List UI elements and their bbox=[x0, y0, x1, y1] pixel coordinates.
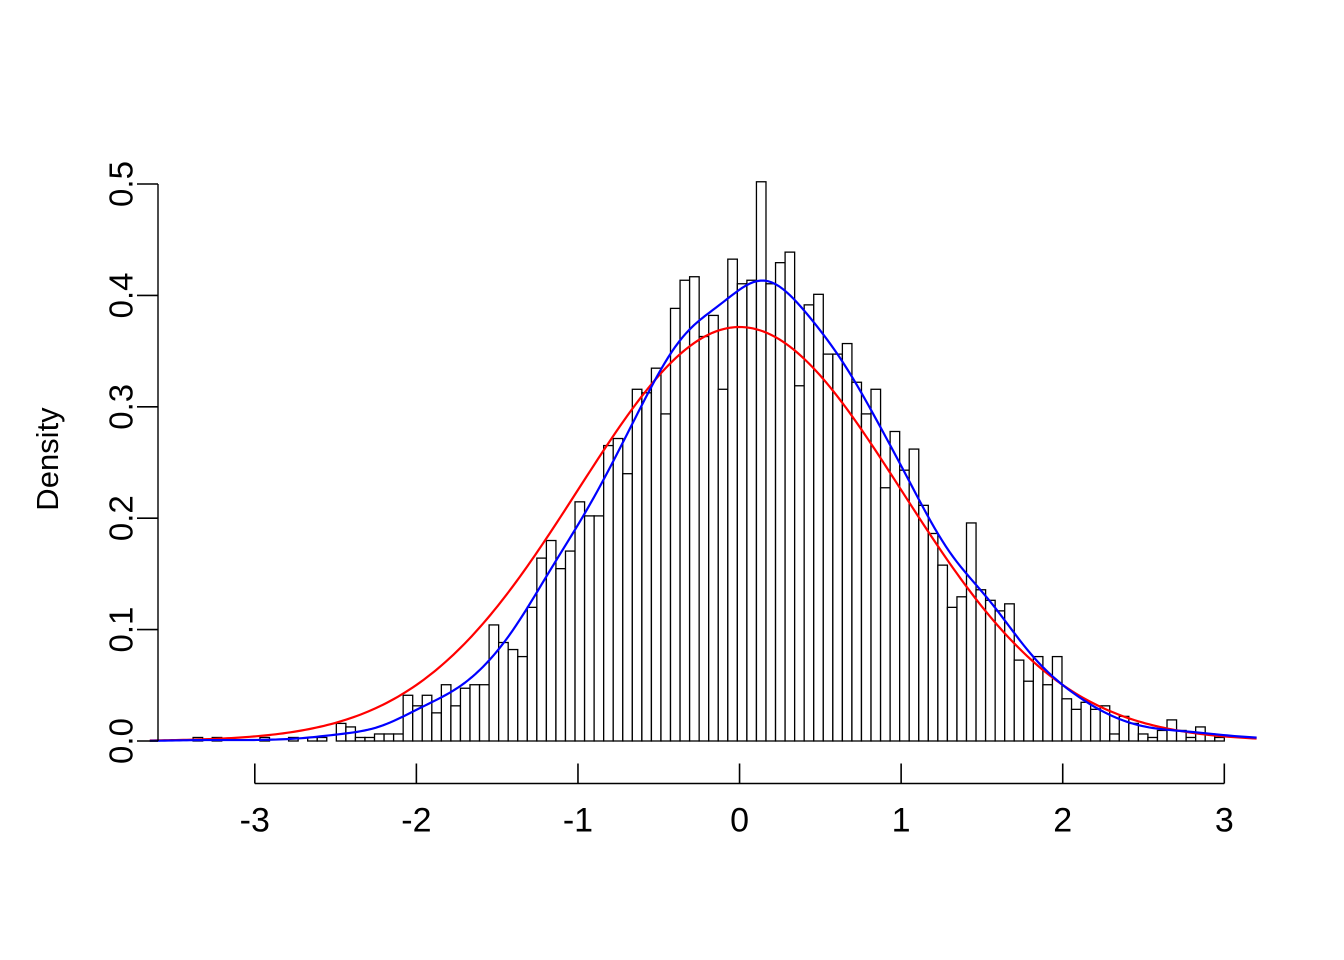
svg-text:0.3: 0.3 bbox=[103, 384, 140, 430]
svg-text:1: 1 bbox=[892, 801, 911, 839]
svg-text:-1: -1 bbox=[563, 801, 593, 839]
svg-text:0.5: 0.5 bbox=[103, 161, 140, 207]
svg-text:0.0: 0.0 bbox=[103, 718, 140, 764]
svg-text:-2: -2 bbox=[401, 801, 431, 839]
svg-text:0.4: 0.4 bbox=[103, 272, 140, 318]
svg-text:0.1: 0.1 bbox=[103, 607, 140, 653]
svg-text:0.2: 0.2 bbox=[103, 495, 140, 541]
svg-text:Density: Density bbox=[30, 407, 65, 511]
svg-text:2: 2 bbox=[1053, 801, 1072, 839]
svg-text:3: 3 bbox=[1215, 801, 1234, 839]
svg-text:0: 0 bbox=[730, 801, 749, 839]
svg-text:-3: -3 bbox=[240, 801, 270, 839]
